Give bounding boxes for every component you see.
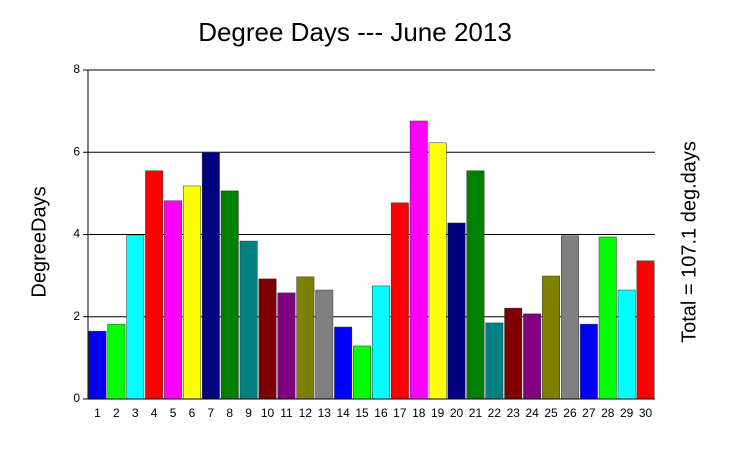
x-tick-label: 16 (374, 406, 388, 420)
x-tick-label: 19 (431, 406, 445, 420)
bar (353, 345, 371, 400)
bar (334, 326, 353, 400)
x-tick-label: 28 (601, 406, 615, 420)
x-tick-label: 24 (525, 406, 539, 420)
x-tick-label: 7 (208, 406, 215, 420)
y-tick-label: 4 (73, 227, 80, 241)
total-annotation: Total = 107.1 deg.days (678, 141, 700, 343)
x-tick-label: 21 (469, 406, 483, 420)
x-tick-label: 4 (151, 406, 158, 420)
x-tick-label: 17 (393, 406, 407, 420)
bar (258, 278, 277, 400)
x-tick-label: 15 (355, 406, 369, 420)
x-tick-label: 26 (563, 406, 577, 420)
bar (107, 323, 126, 400)
chart-title: Degree Days --- June 2013 (198, 17, 512, 47)
bar (239, 240, 258, 400)
bar (523, 313, 542, 400)
y-tick-label: 2 (73, 309, 80, 323)
bar (485, 322, 504, 400)
bar (447, 222, 466, 400)
bar (390, 202, 409, 400)
x-tick-label: 13 (318, 406, 332, 420)
bar (504, 307, 523, 400)
bar (201, 152, 220, 400)
x-tick-label: 9 (245, 406, 252, 420)
bar (88, 330, 107, 400)
bar (598, 236, 617, 400)
x-tick-label: 25 (544, 406, 558, 420)
x-tick-label: 8 (226, 406, 233, 420)
x-tick-label: 30 (639, 406, 653, 420)
bar (277, 292, 296, 400)
x-tick-label: 1 (94, 406, 101, 420)
x-tick-label: 18 (412, 406, 426, 420)
x-tick-label: 22 (488, 406, 502, 420)
x-tick-label: 11 (280, 406, 293, 420)
bar (561, 235, 579, 400)
bar (428, 142, 447, 400)
x-tick-label: 10 (261, 406, 275, 420)
x-tick-label: 20 (450, 406, 464, 420)
bar (220, 190, 239, 400)
x-tick-label: 5 (170, 406, 177, 420)
y-tick-label: 0 (73, 391, 80, 405)
x-tick-label: 6 (189, 406, 196, 420)
bar (296, 276, 315, 400)
bar (542, 275, 560, 400)
bar (145, 170, 164, 400)
x-tick-label: 14 (336, 406, 350, 420)
bar (579, 323, 598, 400)
bar (466, 170, 485, 400)
bar (617, 289, 636, 400)
bar (315, 289, 334, 400)
bar (183, 185, 201, 400)
y-tick-label: 8 (73, 62, 80, 76)
bar (636, 260, 655, 400)
bar (372, 285, 390, 400)
x-tick-label: 2 (113, 406, 120, 420)
y-axis-label: DegreeDays (28, 186, 50, 297)
bar (409, 120, 428, 400)
x-tick-label: 27 (582, 406, 596, 420)
x-tick-label: 12 (299, 406, 313, 420)
bar (164, 200, 182, 400)
bar (126, 235, 145, 400)
x-tick-label: 3 (132, 406, 139, 420)
x-tick-label: 23 (507, 406, 521, 420)
y-tick-label: 6 (73, 144, 80, 158)
x-tick-label: 29 (620, 406, 634, 420)
